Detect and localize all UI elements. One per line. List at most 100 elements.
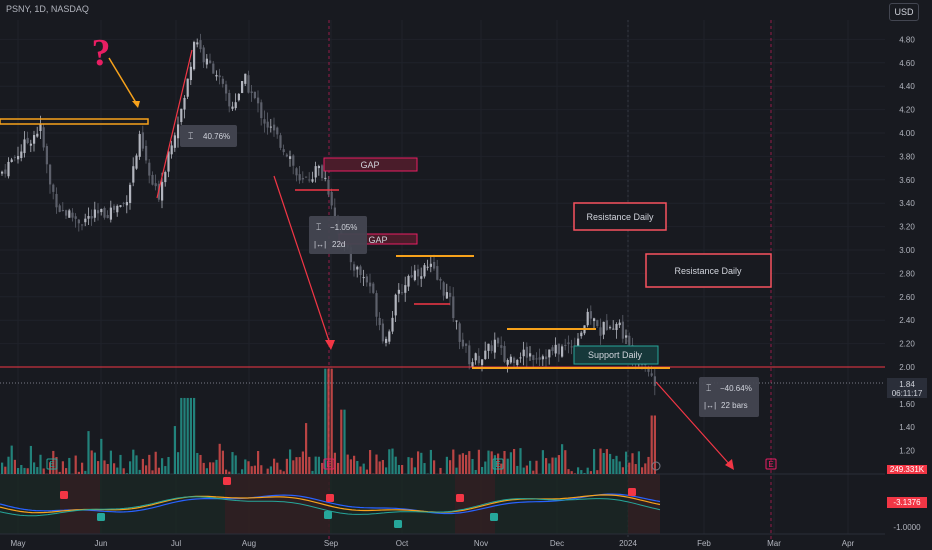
arrow-head-icon — [132, 101, 140, 108]
signal-marker-icon — [326, 494, 334, 502]
volume-bar — [397, 464, 400, 474]
candle-body — [401, 292, 404, 294]
candle-body — [100, 208, 103, 213]
resistance-zone-may[interactable] — [0, 118, 149, 125]
osc-value-badge — [887, 497, 927, 508]
volume-bar — [157, 467, 160, 474]
candle-body — [532, 355, 535, 360]
volume-bar — [282, 471, 285, 474]
volume-bar — [541, 450, 544, 474]
volume-bar — [599, 448, 602, 474]
price-axis[interactable]: 4.80 4.60 4.40 4.20 4.00 3.80 3.60 3.40 3.20 3.00… — [899, 35, 915, 455]
volume-bar — [554, 457, 557, 474]
measure-down-pct: −40.64% — [720, 384, 752, 393]
candle-body — [301, 178, 304, 180]
candle-body — [567, 342, 570, 345]
candle-body — [253, 91, 256, 99]
symbol-header[interactable]: PSNY, 1D, NASDAQ — [6, 4, 89, 14]
candle-body — [545, 356, 548, 360]
volume-bar — [375, 454, 378, 474]
resistance-box-1[interactable] — [573, 202, 667, 231]
earnings-icon[interactable] — [765, 458, 777, 470]
volume-bar — [215, 459, 218, 474]
measure-mid-bars: 22d — [332, 240, 345, 249]
candle-body — [317, 166, 320, 169]
candle-body — [132, 166, 135, 183]
candle-body — [129, 184, 132, 203]
volume-bar — [225, 469, 228, 474]
resistance-box-2[interactable] — [645, 253, 772, 288]
volume-bar — [228, 471, 231, 474]
volume-bar — [167, 456, 170, 474]
candle-body — [154, 183, 157, 187]
volume-bar — [394, 456, 397, 474]
candle-body — [417, 269, 420, 277]
osc-zone-red — [60, 474, 100, 534]
candle-body — [650, 373, 653, 376]
volume-bar — [106, 463, 109, 474]
price-tick: 3.40 — [899, 199, 915, 208]
candle-body — [106, 215, 109, 219]
candle-body — [212, 63, 215, 74]
volume-bar — [641, 467, 644, 474]
volume-bar — [180, 397, 183, 474]
currency-button[interactable]: USD — [889, 3, 919, 21]
volume-bar — [29, 445, 32, 474]
gap-box-1[interactable] — [323, 157, 418, 172]
candle-body — [173, 135, 176, 148]
lightning-icon[interactable] — [651, 461, 661, 471]
candle-body — [45, 146, 48, 165]
volume-bar — [221, 450, 224, 474]
candle-body — [49, 164, 52, 185]
volume-bar — [337, 462, 340, 474]
volume-bar — [49, 462, 52, 474]
candle-body — [84, 218, 87, 223]
candle-body — [365, 276, 368, 283]
time-axis[interactable]: May Jun Jul Aug Sep Oct Nov Dec 2024 Feb Mar Apr — [10, 539, 854, 548]
signal-marker-icon — [97, 513, 105, 521]
gap-label-2: GAP — [368, 235, 387, 245]
volume-bar — [285, 458, 288, 474]
candle-body — [452, 296, 455, 319]
candle-body — [138, 134, 141, 157]
volume-bar — [369, 450, 372, 474]
volume-bar — [417, 451, 420, 474]
candle-body — [23, 139, 26, 154]
earnings-icon[interactable] — [492, 458, 504, 470]
volume-bar — [529, 460, 532, 474]
candle-body — [404, 285, 407, 293]
candle-body — [433, 261, 436, 269]
candle-body — [580, 332, 583, 337]
candle-body — [26, 137, 29, 144]
volume-bar — [484, 461, 487, 474]
volume-bar — [634, 464, 637, 474]
candle-body — [292, 155, 295, 166]
candle-body — [605, 320, 608, 330]
volume-bar — [276, 462, 279, 474]
support-box[interactable] — [573, 345, 659, 365]
candle-body — [602, 321, 605, 335]
earnings-icon[interactable] — [323, 458, 335, 470]
earnings-icon[interactable] — [46, 458, 58, 470]
candle-body — [394, 294, 397, 316]
candle-body — [263, 119, 266, 124]
candle-body — [186, 78, 189, 97]
volume-bar — [311, 470, 314, 474]
candle-body — [244, 73, 247, 84]
volume-bar — [317, 456, 320, 474]
candle-body — [247, 75, 250, 93]
volume-bar — [58, 471, 61, 474]
volume-bar — [481, 466, 484, 474]
measure-tooltip-up — [180, 125, 237, 147]
support-label: Support Daily — [588, 350, 643, 360]
measure-mid-pct: −1.05% — [330, 223, 357, 232]
resistance-label-2: Resistance Daily — [674, 266, 742, 276]
candle-body — [487, 343, 490, 351]
candle-body — [330, 191, 333, 206]
candle-body — [426, 266, 429, 268]
volume-bar — [593, 449, 596, 474]
price-tick: 2.80 — [899, 269, 915, 278]
volume-bar — [461, 453, 464, 474]
